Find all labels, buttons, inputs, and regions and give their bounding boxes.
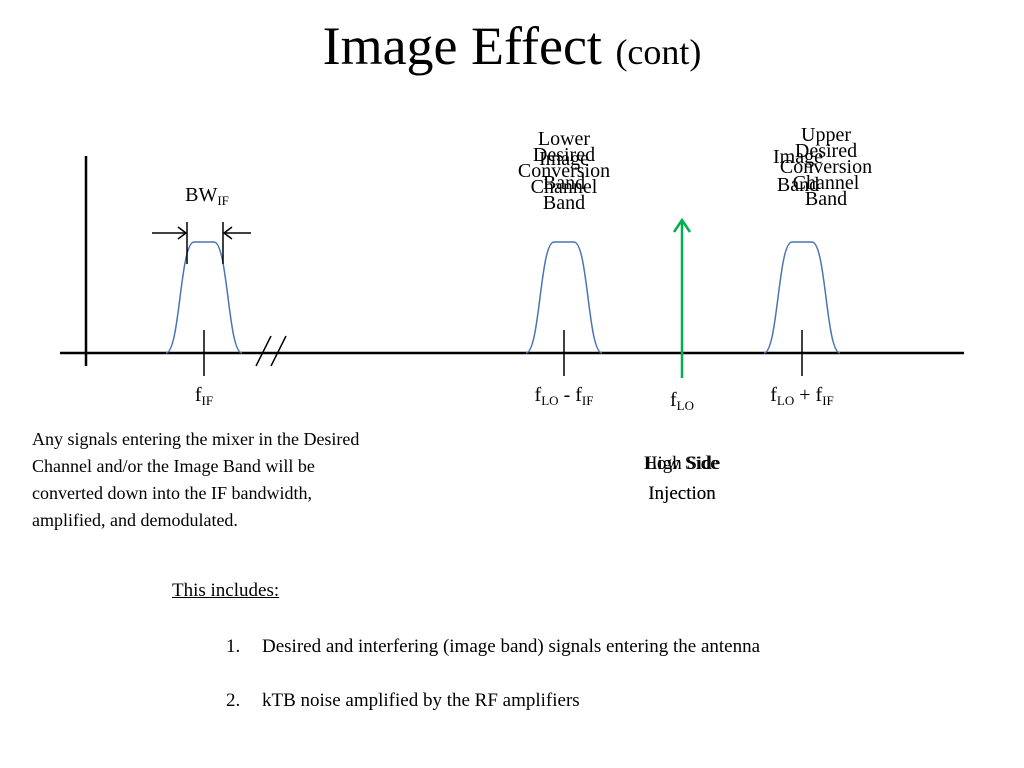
upper-image-band-label: Image Band: [773, 146, 823, 196]
lower-image-band-label: Image Band: [539, 148, 589, 194]
high-side-injection-label: High Side Injection: [643, 453, 721, 504]
title-main: Image Effect: [322, 16, 602, 76]
slide-title: Image Effect (cont): [0, 14, 1024, 84]
list-item-text: kTB noise amplified by the RF amplifiers: [262, 690, 580, 711]
fif-label: fIF: [194, 384, 214, 408]
description-paragraph: Any signals entering the mixer in the De…: [32, 429, 360, 530]
upper-band-label: Upper Desired Conversion Channel Band: [779, 124, 873, 210]
title-sub: (cont): [615, 32, 702, 72]
list-item-number: 2.: [226, 690, 241, 711]
lower-band-label: Lower Desired Conversion Channel Band: [517, 128, 611, 214]
list-item-number: 1.: [226, 636, 241, 657]
lower-band-passband: [525, 241, 603, 354]
if-passband: [165, 241, 243, 354]
axis-break-mark-2: [270, 335, 287, 367]
lo-arrow-head: [672, 217, 692, 233]
bw-right-arrowhead: [222, 226, 233, 240]
flo-minus-fif-label: fLO - fIF: [534, 384, 594, 408]
low-side-injection-label: Low Side Injection: [645, 453, 719, 504]
bw-if-label: BWIF: [172, 184, 242, 208]
flo-label: fLO: [669, 389, 694, 413]
list-item-text: Desired and interfering (image band) sig…: [262, 636, 761, 657]
bw-sub: IF: [217, 193, 229, 208]
includes-heading: This includes:: [172, 580, 280, 601]
axis-break-mark-1: [255, 335, 272, 367]
upper-band-passband: [763, 241, 841, 354]
list-item: 2. kTB noise amplified by the RF amplifie…: [226, 690, 580, 712]
bw-left-arrowhead: [177, 226, 188, 240]
list-item: 1. Desired and interfering (image band) s…: [226, 636, 760, 658]
flo-plus-fif-label: fLO + fIF: [770, 384, 834, 408]
bw-text: BW: [185, 184, 218, 206]
